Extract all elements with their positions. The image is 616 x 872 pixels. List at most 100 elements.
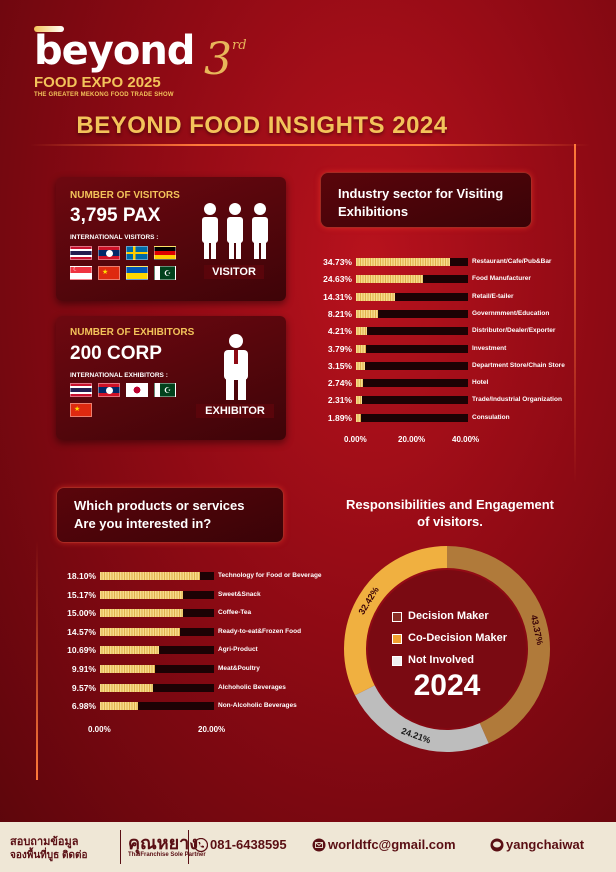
bar-track [356,344,468,353]
logo-accent [34,26,64,32]
industry-title-line2: Exhibitions [338,204,409,219]
bar-value-label: 9.57% [71,682,96,693]
bar-value-label: 14.57% [67,626,96,637]
flag-pakistan-icon: ☪ [154,266,176,280]
flag-singapore-icon: ☾ [70,266,92,280]
exhibitors-card: NUMBER OF EXHIBITORS 200 CORP INTERNATIO… [56,316,286,440]
bar-value-label: 8.21% [327,308,352,319]
visitors-card: NUMBER OF VISITORS 3,795 PAX INTERNATION… [56,177,286,301]
footer-phone[interactable]: 081-6438595 [210,837,287,852]
bar-category-label: Trade/Industrial Organization [472,396,562,404]
x-tick-label: 20.00% [398,435,426,444]
footer-brand: คุณหยาง [128,833,199,853]
flag-china-icon: ★ [98,266,120,280]
x-tick-label: 40.00% [452,435,480,444]
bar [356,379,364,388]
donut-slice [344,546,448,696]
bar-category-label: Restaurant/Cafe/Pub&Bar [472,258,552,265]
bar-category-label: Non-Alcoholic Beverages [218,702,297,710]
industry-title-line1: Industry sector for Visiting [338,186,504,201]
bar [100,572,200,580]
bar-value-label: 9.91% [71,664,96,674]
industry-title: Industry sector for Visiting Exhibitions [338,185,503,221]
products-title: Which products or services Are you inter… [74,497,245,533]
bar [100,665,155,673]
bar-category-label: Retail/E-tailer [472,292,514,300]
edition-suffix: rd [232,38,247,53]
bar-value-label: 4.21% [327,326,352,337]
exhibitor-figure-label: EXHIBITOR [196,404,274,418]
bar-track [356,396,468,405]
bar-track [100,665,214,673]
logo-event: FOOD EXPO 2025 [34,74,161,91]
bar [356,327,368,336]
bar [356,344,367,353]
flag-japan-icon [126,383,148,397]
bar-category-label: Technology for Food or Beverage [218,572,322,579]
donut-slice [446,546,550,744]
exhibitor-person-icon [224,334,248,400]
donut-title-line1: Responsibilities and Engagement [345,497,555,512]
bar [356,361,365,370]
donut-title: Responsibilities and Engagement of visit… [330,496,570,530]
logo-word: beyond [34,28,195,74]
flag-pakistan-icon: ☪ [154,383,176,397]
bar-category-label: Consulation [472,413,510,421]
bar-track [356,309,468,318]
legend-label: Co-Decision Maker [408,632,508,644]
bar-category-label: Investment [472,344,507,352]
page-title: BEYOND FOOD INSIGHTS 2024 [76,112,448,139]
bar-category-label: Coffee-Tea [218,609,252,617]
industry-title-box [320,172,532,228]
exhibitors-intl-label: INTERNATIONAL EXHIBITORS : [70,372,168,379]
flag-germany-icon [154,246,176,260]
visitors-value: 3,795 PAX [70,205,161,226]
bar-category-label: Sweet&Snack [218,590,261,598]
visitors-label: NUMBER OF VISITORS [70,190,180,201]
bar-value-label: 3.15% [327,360,352,371]
bar [356,413,362,422]
expo-logo: beyond FOOD EXPO 2025 THE GREATER MEKONG… [26,24,247,104]
bar [100,590,184,599]
bar [356,275,423,284]
footer-thai-line1: สอบถามข้อมูล [10,836,79,848]
donut-slice [354,685,489,752]
responsibility-donut: 43.37%24.21%32.42%2024 [344,546,550,752]
footer-thai-line2: จองพื้นที่บูธ ติดต่อ [10,850,88,861]
flag-thailand-icon [70,246,92,260]
footer-email[interactable]: worldtfc@gmail.com [328,837,456,852]
bar-category-label: Hotel [472,379,489,387]
bar-track [356,327,468,336]
bar-category-label: Food Manufacturer [472,275,531,283]
bar-track [356,413,468,422]
bar-category-label: Meat&Poultry [218,665,260,672]
x-tick-label: 0.00% [88,725,111,734]
visitors-intl-label: INTERNATIONAL VISITORS : [70,234,159,241]
bar [356,292,395,301]
bar [100,702,139,711]
products-title-box [56,487,284,543]
bar-track [100,683,214,692]
flag-laos-icon [98,383,120,397]
logo-tagline: THE GREATER MEKONG FOOD TRADE SHOW [34,92,174,98]
bar-value-label: 34.73% [323,257,352,267]
footer-line-id[interactable]: yangchaiwat [506,837,585,852]
bar-category-label: Department Store/Chain Store [472,361,565,369]
products-title-line1: Which products or services [74,498,245,513]
bar-category-label: Governmment/Education [472,309,550,317]
bar-track [356,361,468,370]
bar-value-label: 2.74% [327,378,352,389]
bar-category-label: Distributor/Dealer/Exporter [472,327,556,335]
bar-value-label: 15.17% [67,589,96,600]
bar [100,627,181,636]
flag-laos-icon [98,246,120,260]
bar [100,683,153,692]
flag-china-icon: ★ [70,403,92,417]
visitor-figure-label: VISITOR [204,265,264,279]
visitor-people-icon [202,203,268,259]
logo-edition: 3rd [204,34,247,85]
x-tick-label: 0.00% [344,435,367,444]
flag-ukraine-icon [126,266,148,280]
legend-swatch [392,656,402,666]
bar-value-label: 1.89% [327,412,352,423]
